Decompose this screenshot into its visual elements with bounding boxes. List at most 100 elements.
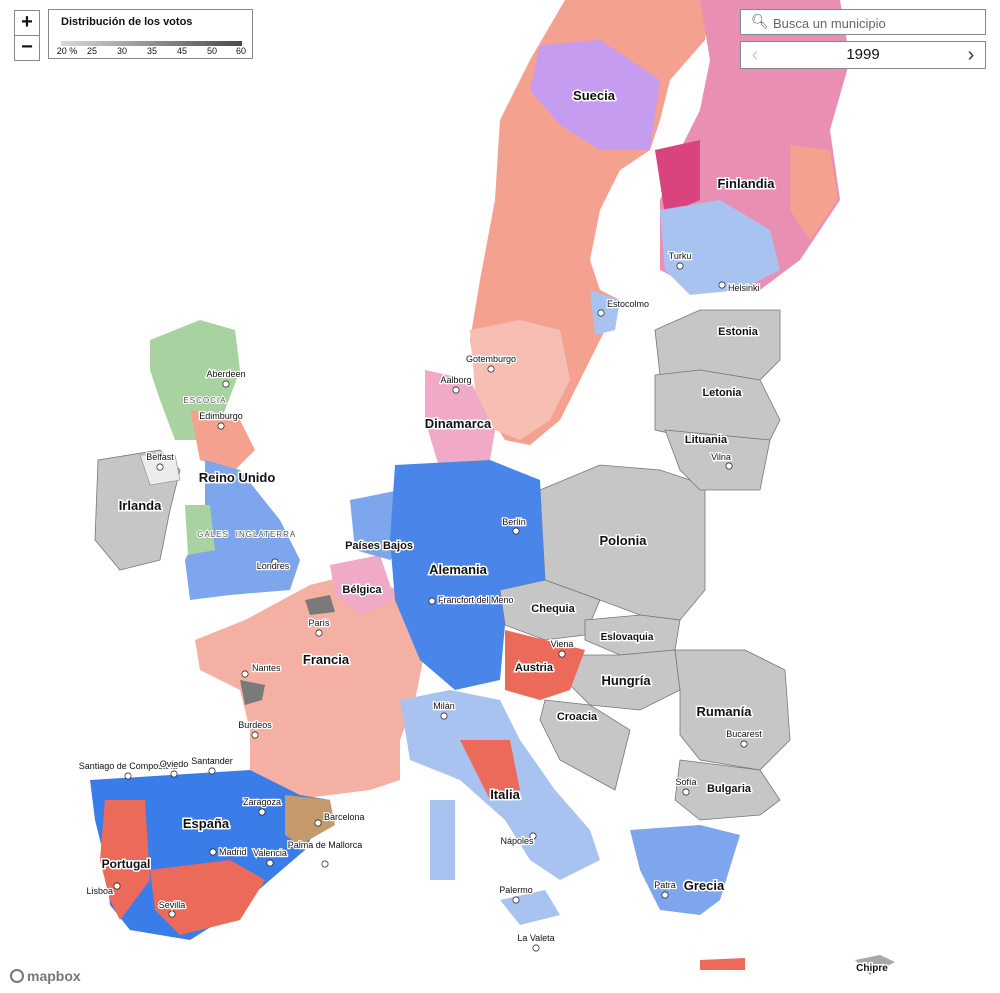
city-label: Nantes <box>252 663 281 673</box>
label-bulgaria: Bulgaria <box>707 783 752 795</box>
city-marker <box>314 819 322 827</box>
city-marker <box>209 848 217 856</box>
legend-tick: 20 % <box>56 46 78 56</box>
legend-gradient-bar <box>61 41 242 46</box>
city-marker <box>725 462 733 470</box>
city-label: Zaragoza <box>243 797 281 807</box>
scandinavia <box>425 0 850 470</box>
city-label: Oviedo <box>160 759 189 769</box>
label-espana: España <box>183 816 230 831</box>
city-marker <box>676 262 684 270</box>
city-label: Viena <box>551 639 574 649</box>
legend-tick: 60 <box>235 46 247 56</box>
city-marker <box>529 832 537 840</box>
city-label: Francfort del Meno <box>438 595 514 605</box>
city-label: Barcelona <box>324 812 365 822</box>
city-marker <box>170 770 178 778</box>
year-selector: ‹ 1999 › <box>740 41 986 69</box>
city-labels: Turku Helsinki Estocolmo Gotemburgo Aalborg A… <box>77 250 764 952</box>
mapbox-text: mapbox <box>27 968 81 984</box>
city-marker <box>597 309 605 317</box>
city-label: Santiago de Compostela <box>79 761 178 771</box>
city-label: Madrid <box>219 847 247 857</box>
city-label: París <box>308 618 330 628</box>
british-isles <box>139 320 300 600</box>
city-marker <box>452 386 460 394</box>
legend-tick: 30 <box>116 46 128 56</box>
label-chequia: Chequia <box>531 603 575 615</box>
legend-tick: 45 <box>176 46 188 56</box>
label-belgica: Bélgica <box>342 584 382 596</box>
city-marker <box>222 380 230 388</box>
city-marker <box>156 463 164 471</box>
city-label: Milán <box>433 701 455 711</box>
legend-tick: 25 <box>86 46 98 56</box>
label-escocia: ESCOCIA <box>183 396 226 405</box>
city-label: Santander <box>191 756 233 766</box>
mapbox-attribution[interactable]: mapbox <box>10 968 81 984</box>
city-label: Burdeos <box>238 720 272 730</box>
year-value: 1999 <box>846 46 880 63</box>
city-marker <box>124 772 132 780</box>
label-suecia: Suecia <box>573 88 616 103</box>
city-marker <box>266 859 274 867</box>
zoom-out-button[interactable]: − <box>15 35 39 60</box>
city-label: Patra <box>654 880 676 890</box>
legend-tick: 50 <box>206 46 218 56</box>
label-inglaterra: INGLATERRA <box>236 530 297 539</box>
label-irlanda: Irlanda <box>119 498 162 513</box>
label-letonia: Letonia <box>702 387 742 399</box>
city-marker <box>718 281 726 289</box>
prev-year-button[interactable]: ‹ <box>751 44 759 66</box>
city-label: Turku <box>669 251 692 261</box>
vote-distribution-legend: Distribución de los votos 20 % 25 30 35 … <box>48 9 253 59</box>
next-year-button[interactable]: › <box>967 44 975 66</box>
country-labels: Suecia Finlandia Dinamarca Reino Unido I… <box>100 87 890 976</box>
legend-title: Distribución de los votos <box>61 16 193 28</box>
city-marker <box>428 597 436 605</box>
city-marker <box>168 910 176 918</box>
city-label: Londres <box>257 561 290 571</box>
label-hungria: Hungría <box>601 673 651 688</box>
city-marker <box>661 891 669 899</box>
city-marker <box>740 740 748 748</box>
city-label: Valencia <box>253 848 287 858</box>
label-francia: Francia <box>303 652 350 667</box>
zoom-in-button[interactable]: + <box>21 11 33 33</box>
city-marker <box>512 896 520 904</box>
label-estonia: Estonia <box>718 326 759 338</box>
non-eu-countries <box>94 309 895 975</box>
city-label: Estocolmo <box>607 299 649 309</box>
label-chipre: Chipre <box>856 963 888 974</box>
city-label: Bucarest <box>726 729 762 739</box>
city-marker <box>271 558 279 566</box>
city-label: Aberdeen <box>206 369 245 379</box>
label-polonia: Polonia <box>600 533 648 548</box>
municipality-search[interactable]: 🔍︎ <box>740 9 986 35</box>
label-paises-bajos: Países Bajos <box>345 540 413 552</box>
city-label: Sevilla <box>159 900 186 910</box>
city-marker <box>440 712 448 720</box>
label-italia: Italia <box>490 787 520 802</box>
label-alemania: Alemania <box>429 562 488 577</box>
city-label: Sofía <box>675 777 696 787</box>
city-label: Lisboa <box>86 886 113 896</box>
city-marker <box>682 788 690 796</box>
zoom-control: + − <box>14 10 40 61</box>
city-marker <box>532 944 540 952</box>
city-label: Palma de Mallorca <box>288 840 363 850</box>
city-label: Palermo <box>499 885 533 895</box>
city-label: Edimburgo <box>199 411 243 421</box>
search-input[interactable] <box>771 13 975 33</box>
label-reino-unido: Reino Unido <box>199 470 276 485</box>
legend-tick: 35 <box>146 46 158 56</box>
city-marker <box>251 731 259 739</box>
city-marker <box>241 670 249 678</box>
search-icon: 🔍︎ <box>751 13 769 29</box>
city-marker <box>558 650 566 658</box>
region-labels: ESCOCIA GALES INGLATERRA <box>182 395 297 540</box>
city-label: Gotemburgo <box>466 354 516 364</box>
city-label: Aalborg <box>440 375 471 385</box>
label-gales: GALES <box>197 530 229 539</box>
